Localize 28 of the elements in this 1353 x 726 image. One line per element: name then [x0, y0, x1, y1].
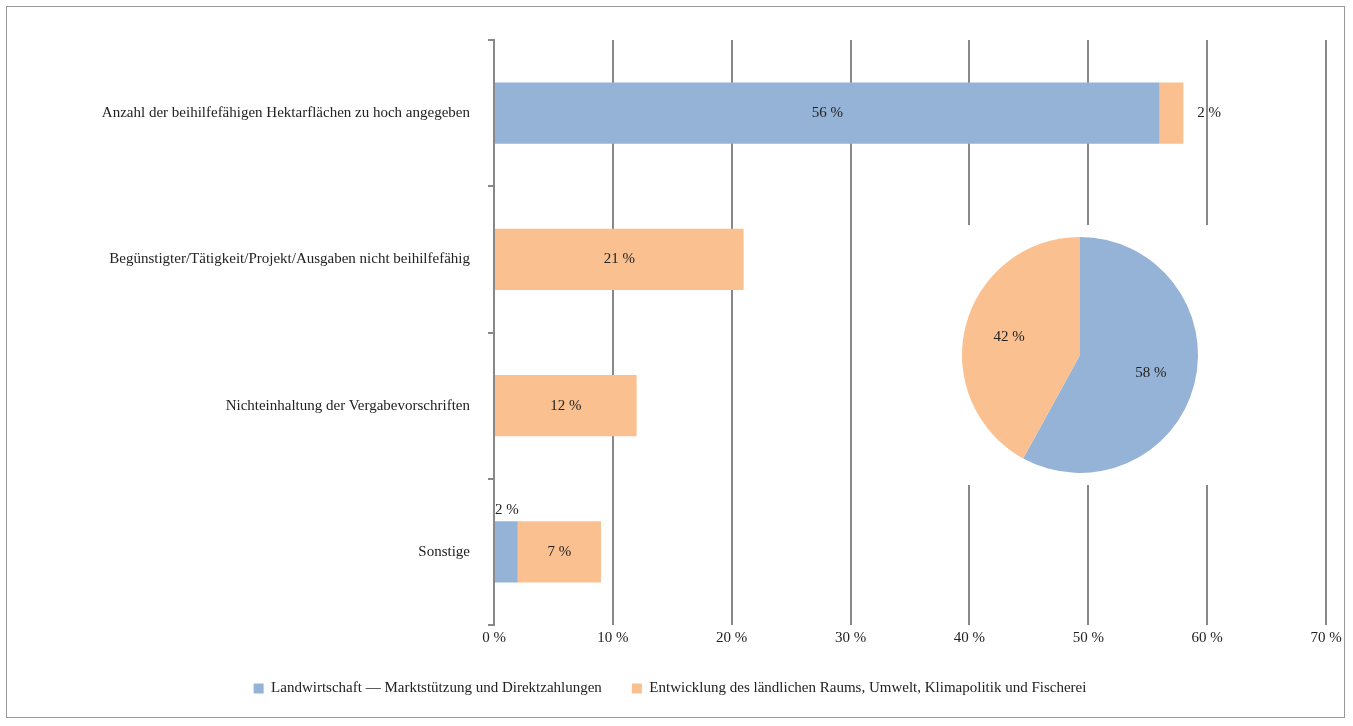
x-tick-label: 40 %	[953, 628, 986, 645]
data-label: 7 %	[547, 542, 572, 559]
data-label: 58 %	[1135, 364, 1167, 381]
data-label: 12 %	[550, 396, 582, 413]
data-label: 56 %	[811, 104, 843, 121]
data-label: 21 %	[603, 250, 635, 267]
x-tick-label: 10 %	[597, 628, 629, 645]
x-tick-label: 30 %	[834, 628, 867, 645]
y-tick-label: Begünstigter/Tätigkeit/Projekt/Ausgaben nicht beihilfefähig	[109, 250, 471, 267]
x-tick-label: 60 %	[1191, 628, 1223, 645]
bar	[1159, 82, 1184, 144]
bar	[495, 82, 1160, 144]
x-tick-label: 70 %	[1310, 628, 1342, 645]
x-tick-label: 0 %	[482, 628, 506, 645]
data-label: 2 %	[495, 501, 519, 518]
data-label: 42 %	[993, 327, 1025, 344]
x-tick-label: 20 %	[716, 628, 748, 645]
x-tick-label: 50 %	[1072, 628, 1104, 645]
bar	[495, 521, 518, 583]
data-label: 2 %	[1197, 104, 1222, 121]
bar	[495, 228, 744, 291]
bar	[517, 521, 601, 583]
y-tick-label: Anzahl der beihilfefähigen Hektarflächen zu hoch angegeben	[101, 104, 471, 121]
bar	[495, 374, 637, 437]
y-tick-label: Nichteinhaltung der Vergabevorschriften	[225, 396, 471, 413]
legend-label: Entwicklung des ländlichen Raums, Umwelt, Klimapolitik und Fischerei	[649, 679, 1087, 696]
legend-label: Landwirtschaft — Marktstützung und Direktzahlungen	[271, 679, 603, 696]
y-tick-label: Sonstige	[418, 542, 471, 559]
